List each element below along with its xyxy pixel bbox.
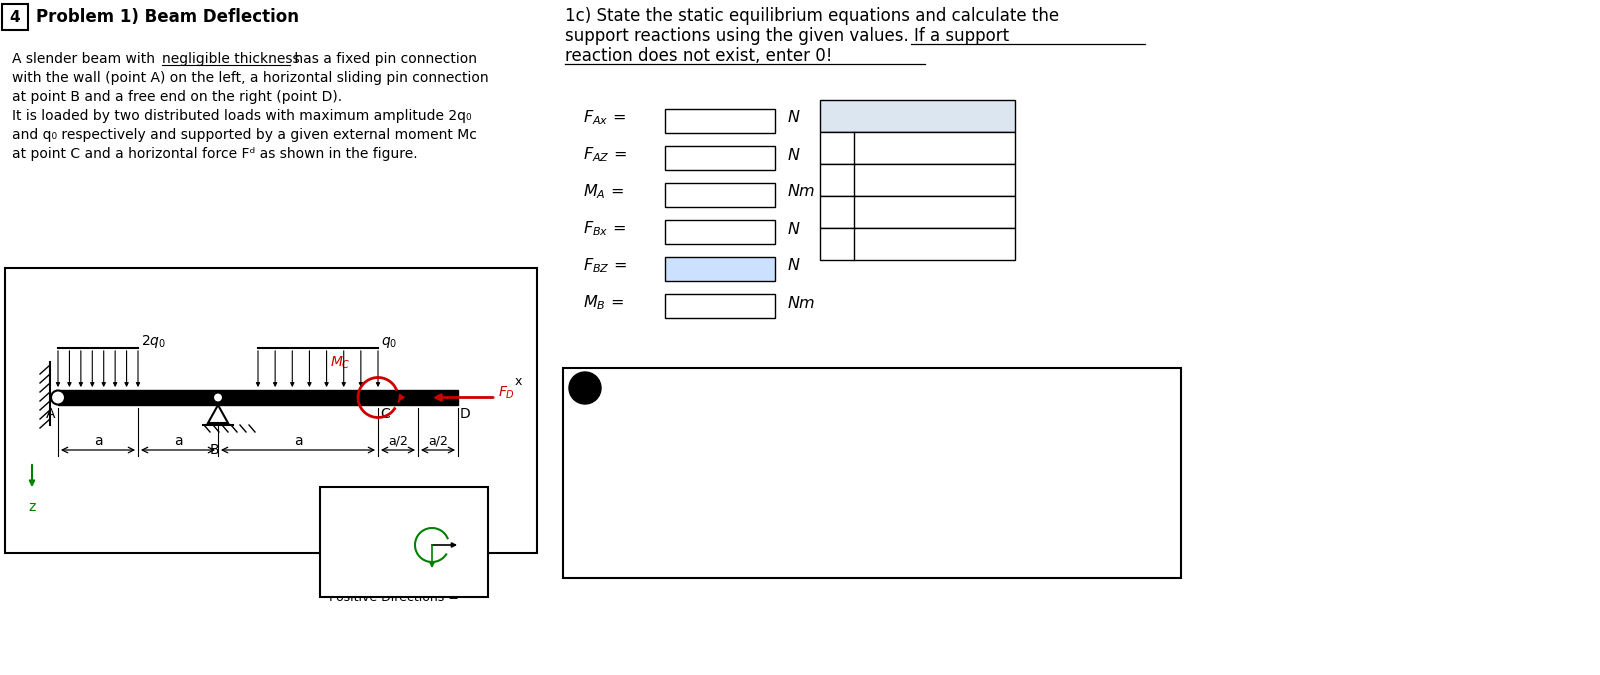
- Text: $F_{Bx}$ =: $F_{Bx}$ =: [582, 219, 626, 238]
- Bar: [819, 132, 1014, 164]
- Text: -: -: [606, 486, 611, 500]
- Text: a: a: [834, 141, 842, 155]
- Bar: [666, 109, 774, 133]
- Bar: [5, 268, 538, 553]
- Text: z: z: [29, 500, 35, 514]
- Text: C: C: [381, 407, 390, 421]
- Bar: [819, 196, 1014, 228]
- Bar: [58, 390, 458, 405]
- Text: $M_B$ =: $M_B$ =: [582, 294, 624, 313]
- Text: negligible thickness: negligible thickness: [162, 52, 299, 66]
- Text: Given properties:: Given properties:: [859, 109, 976, 122]
- Text: $2q_0$: $2q_0$: [141, 333, 166, 350]
- Bar: [666, 257, 774, 281]
- Text: It is loaded by two distributed loads with maximum amplitude 2q₀: It is loaded by two distributed loads wi…: [13, 109, 472, 123]
- Bar: [563, 368, 1181, 578]
- Text: reaction does not exist, enter 0!: reaction does not exist, enter 0!: [565, 47, 832, 65]
- Text: at point B and a free end on the right (point D).: at point B and a free end on the right (…: [13, 90, 342, 104]
- Text: A: A: [45, 407, 54, 421]
- Text: $M_C$: $M_C$: [827, 204, 848, 220]
- Text: $F_{Ax}$ =: $F_{Ax}$ =: [582, 109, 626, 128]
- Text: Only enter positive numbers.: Only enter positive numbers.: [618, 416, 824, 430]
- Text: N: N: [787, 148, 800, 163]
- Bar: [819, 164, 1014, 196]
- Bar: [819, 100, 1014, 132]
- Text: = 2 m: = 2 m: [861, 141, 902, 155]
- Text: support reactions using the given values. If a support: support reactions using the given values…: [565, 27, 1010, 45]
- Text: x: x: [462, 541, 469, 554]
- Text: required here!: required here!: [867, 416, 973, 430]
- Text: = 100 N/m: = 100 N/m: [861, 173, 936, 187]
- Text: a/2: a/2: [429, 435, 448, 448]
- Text: point if necessary: Example: (3.145 ≈ 3.1) (3.153 ≈ 3.2): point if necessary: Example: (3.145 ≈ 3.…: [618, 486, 1026, 500]
- Text: $M_+$: $M_+$: [386, 530, 403, 544]
- Text: $q_0$: $q_0$: [381, 335, 397, 350]
- Text: A slender beam with: A slender beam with: [13, 52, 160, 66]
- Text: $F_D$: $F_D$: [829, 236, 846, 252]
- Bar: [819, 228, 1014, 260]
- Text: a: a: [174, 434, 182, 448]
- Text: $F_{AZ}$ =: $F_{AZ}$ =: [582, 146, 627, 164]
- Text: $q_0$: $q_0$: [830, 173, 846, 188]
- Text: z: z: [435, 573, 442, 586]
- Text: with the wall (point A) on the left, a horizontal sliding pin connection: with the wall (point A) on the left, a h…: [13, 71, 488, 85]
- Text: Round your final result to one place after the decimal: Round your final result to one place aft…: [618, 468, 990, 482]
- Text: -: -: [606, 416, 611, 430]
- Text: 4: 4: [10, 9, 21, 24]
- Bar: [2, 4, 29, 30]
- Text: a: a: [94, 434, 102, 448]
- Text: Nm: Nm: [787, 184, 816, 200]
- Text: a: a: [294, 434, 302, 448]
- Text: -: -: [606, 442, 611, 456]
- Circle shape: [213, 392, 222, 402]
- Text: $M_C$: $M_C$: [330, 355, 350, 371]
- Text: = 300 N: = 300 N: [861, 237, 917, 251]
- Text: Nm: Nm: [787, 296, 816, 310]
- Text: = 200 Nm: = 200 Nm: [861, 205, 931, 219]
- Text: $F_D$: $F_D$: [498, 384, 515, 401]
- Circle shape: [51, 391, 66, 404]
- Bar: [666, 220, 774, 244]
- Text: N: N: [787, 221, 800, 236]
- Text: and q₀ respectively and supported by a given external moment Mᴄ: and q₀ respectively and supported by a g…: [13, 128, 477, 142]
- Polygon shape: [208, 405, 229, 423]
- Text: $F_{BZ}$ =: $F_{BZ}$ =: [582, 256, 627, 275]
- Text: D: D: [461, 407, 470, 421]
- Text: Problem 1) Beam Deflection: Problem 1) Beam Deflection: [35, 8, 299, 26]
- Text: B: B: [210, 443, 219, 457]
- Text: at point C and a horizontal force Fᵈ as shown in the figure.: at point C and a horizontal force Fᵈ as …: [13, 147, 418, 161]
- Circle shape: [570, 372, 602, 404]
- Text: -: -: [606, 468, 611, 482]
- Text: No sign: No sign: [810, 416, 869, 430]
- Text: -: -: [606, 512, 611, 526]
- Text: x: x: [514, 375, 522, 388]
- Text: Solution format:: Solution format:: [613, 378, 754, 393]
- Bar: [666, 294, 774, 318]
- Text: N: N: [787, 111, 800, 126]
- Bar: [666, 183, 774, 207]
- Text: Positive Directions =: Positive Directions =: [330, 591, 459, 604]
- Text: N: N: [787, 259, 800, 273]
- Text: i: i: [582, 379, 589, 397]
- Text: has a fixed pin connection: has a fixed pin connection: [290, 52, 477, 66]
- Text: $M_A$ =: $M_A$ =: [582, 183, 624, 201]
- Text: 1c) State the static equilibrium equations and calculate the: 1c) State the static equilibrium equatio…: [565, 7, 1059, 25]
- Bar: [320, 487, 488, 597]
- Text: If a support reaction does not exist enter number 0: If a support reaction does not exist ent…: [618, 442, 974, 456]
- Text: a/2: a/2: [389, 435, 408, 448]
- Bar: [666, 146, 774, 170]
- Text: Wrong answers don’t lead to a point deduction: Wrong answers don’t lead to a point dedu…: [618, 512, 944, 526]
